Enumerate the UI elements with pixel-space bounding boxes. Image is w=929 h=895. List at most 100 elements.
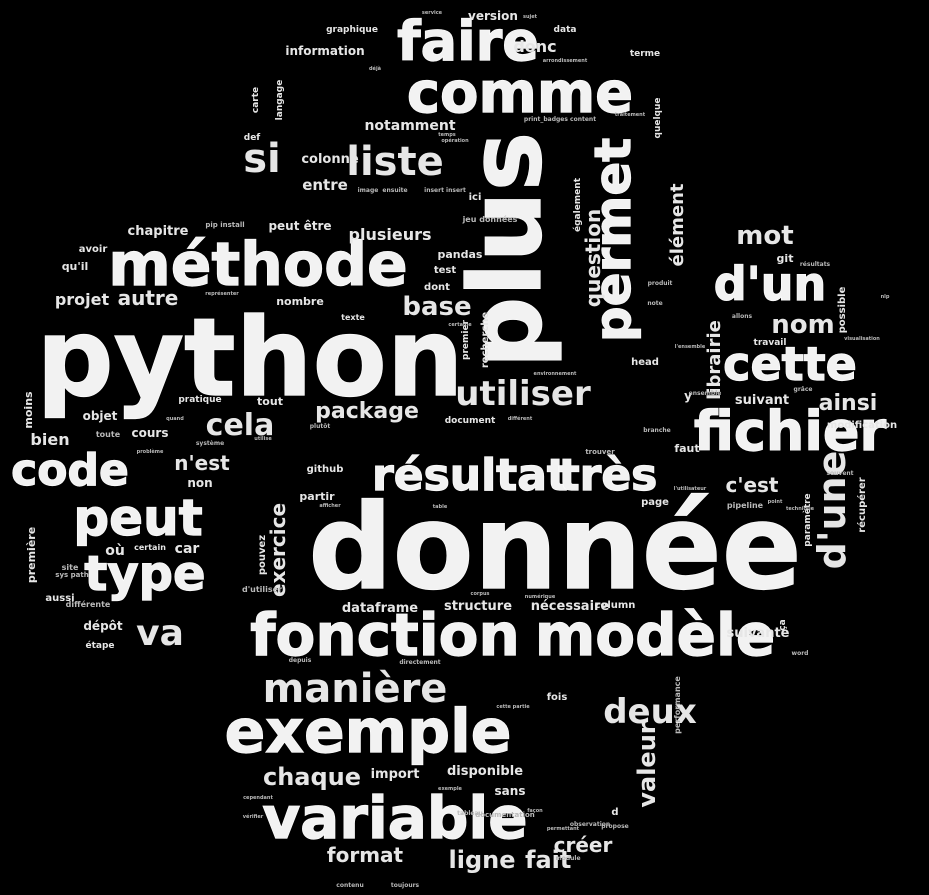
word-pratique: pratique bbox=[178, 395, 221, 405]
word-numerique: numérique bbox=[525, 593, 556, 600]
word-plusieurs: plusieurs bbox=[349, 225, 432, 244]
word-document: document bbox=[445, 416, 496, 426]
word-image: image bbox=[358, 187, 379, 194]
word-element: élément bbox=[667, 183, 688, 266]
word-qu-il: qu'il bbox=[62, 260, 89, 273]
word-maniere: manière bbox=[263, 666, 448, 712]
word-temps: temps bbox=[438, 132, 456, 138]
word-directement: directement bbox=[399, 659, 440, 666]
word-terme: terme bbox=[630, 49, 660, 59]
word-autre: autre bbox=[118, 286, 179, 310]
word-exemple: exemple bbox=[438, 786, 463, 792]
word-site: site bbox=[62, 563, 79, 572]
word-parametre: paramètre bbox=[802, 493, 813, 546]
word-nlp: nlp bbox=[881, 294, 890, 300]
word-suivant: suivant bbox=[735, 393, 789, 408]
word-fichier: fichier bbox=[694, 400, 887, 463]
word-graphique: graphique bbox=[326, 25, 378, 35]
word-modification: modification bbox=[827, 420, 897, 431]
word-systeme: système bbox=[196, 440, 224, 447]
word-question: question bbox=[581, 209, 605, 307]
word-ligne: ligne bbox=[449, 846, 516, 874]
word-test: test bbox=[434, 265, 457, 276]
word-arrondissement: arrondissement bbox=[543, 58, 588, 64]
word-produit: produit bbox=[648, 280, 673, 287]
word-chapitre: chapitre bbox=[128, 224, 189, 239]
word-technique: technique bbox=[786, 506, 815, 512]
word-disponible: disponible bbox=[447, 764, 523, 779]
word-cette: cette bbox=[723, 337, 857, 391]
word-comme: comme bbox=[407, 61, 633, 126]
word-deux: deux bbox=[603, 692, 697, 732]
word-langage: langage bbox=[275, 80, 285, 121]
word-modele: modèle bbox=[535, 601, 775, 669]
word-ca: ça bbox=[778, 619, 788, 630]
word-mot: mot bbox=[736, 221, 793, 251]
word-peut-etre: peut être bbox=[268, 219, 331, 233]
word-car: car bbox=[175, 541, 200, 557]
word-table: table bbox=[433, 504, 448, 510]
word-documentation: documentation bbox=[475, 811, 535, 819]
word-contenu: contenu bbox=[336, 882, 363, 889]
word-si: si bbox=[243, 136, 281, 182]
word-quand: quand bbox=[166, 416, 184, 422]
word-d: d bbox=[611, 807, 618, 818]
word-d-utiliser: d'utiliser bbox=[242, 585, 282, 594]
word-python: python bbox=[36, 296, 463, 421]
word-variable: variable bbox=[262, 784, 527, 852]
word-toute: toute bbox=[96, 430, 121, 439]
word-afficher: afficher bbox=[319, 503, 341, 509]
word-avoir: avoir bbox=[79, 244, 108, 255]
word-operation: opération bbox=[441, 137, 469, 144]
word-utiliser: utiliser bbox=[455, 374, 591, 414]
word-objet: objet bbox=[83, 409, 118, 423]
word-notamment: notamment bbox=[364, 118, 455, 134]
word-code: code bbox=[11, 445, 129, 496]
word-import: import bbox=[371, 767, 420, 782]
word-branche: branche bbox=[643, 427, 670, 434]
word-service: service bbox=[422, 10, 443, 16]
word-structure: structure bbox=[444, 599, 512, 614]
word-suivante: suivante bbox=[727, 626, 790, 641]
word-word: word bbox=[792, 650, 809, 657]
word-sys-path: sys path bbox=[55, 571, 88, 579]
word-base: base bbox=[402, 292, 471, 322]
word-pandas: pandas bbox=[438, 248, 483, 261]
word-quelque: quelque bbox=[653, 98, 663, 139]
word-deja: déjà bbox=[369, 65, 381, 72]
word-fois: fois bbox=[547, 692, 568, 703]
word-github: github bbox=[307, 464, 344, 475]
word-donc: donc bbox=[513, 37, 556, 56]
word-facon: façon bbox=[527, 808, 543, 814]
word-chaque: chaque bbox=[263, 763, 361, 791]
word-depot: dépôt bbox=[83, 619, 123, 633]
word-dont: dont bbox=[424, 282, 450, 293]
word-page: page bbox=[641, 497, 669, 508]
word-necessaire: nécessaire bbox=[531, 599, 610, 614]
word-etape: étape bbox=[85, 640, 114, 651]
word-cependant: cependant bbox=[243, 795, 273, 801]
word-ici: ici bbox=[469, 192, 482, 203]
word-note: note bbox=[647, 300, 662, 307]
word-premiere: première bbox=[25, 527, 38, 583]
word-l-utilisateur: l'utilisateur bbox=[674, 486, 707, 492]
word-travail: travail bbox=[754, 338, 787, 348]
word-differente: différente bbox=[66, 599, 111, 609]
word-egalement: également bbox=[572, 177, 583, 232]
word-representer: représenter bbox=[205, 290, 239, 297]
word-point: point bbox=[768, 499, 783, 505]
word-depuis: depuis bbox=[289, 657, 312, 664]
word-insert-insert: insert insert bbox=[424, 187, 466, 194]
word-tres: très bbox=[559, 450, 658, 501]
word-print-badges-content: print_badges content bbox=[524, 116, 596, 123]
word-texte: texte bbox=[341, 313, 365, 322]
word-package: package bbox=[315, 399, 419, 424]
word-grace: grâce bbox=[794, 386, 813, 393]
word-utilise: utilise bbox=[254, 436, 272, 442]
word-entre: entre bbox=[302, 176, 348, 194]
word-faut: faut bbox=[674, 442, 699, 455]
word-pouvez: pouvez bbox=[257, 535, 268, 575]
word-toujours: toujours bbox=[391, 882, 420, 889]
word-l-ensemble: l'ensemble bbox=[675, 344, 706, 350]
word-git: git bbox=[777, 252, 794, 265]
